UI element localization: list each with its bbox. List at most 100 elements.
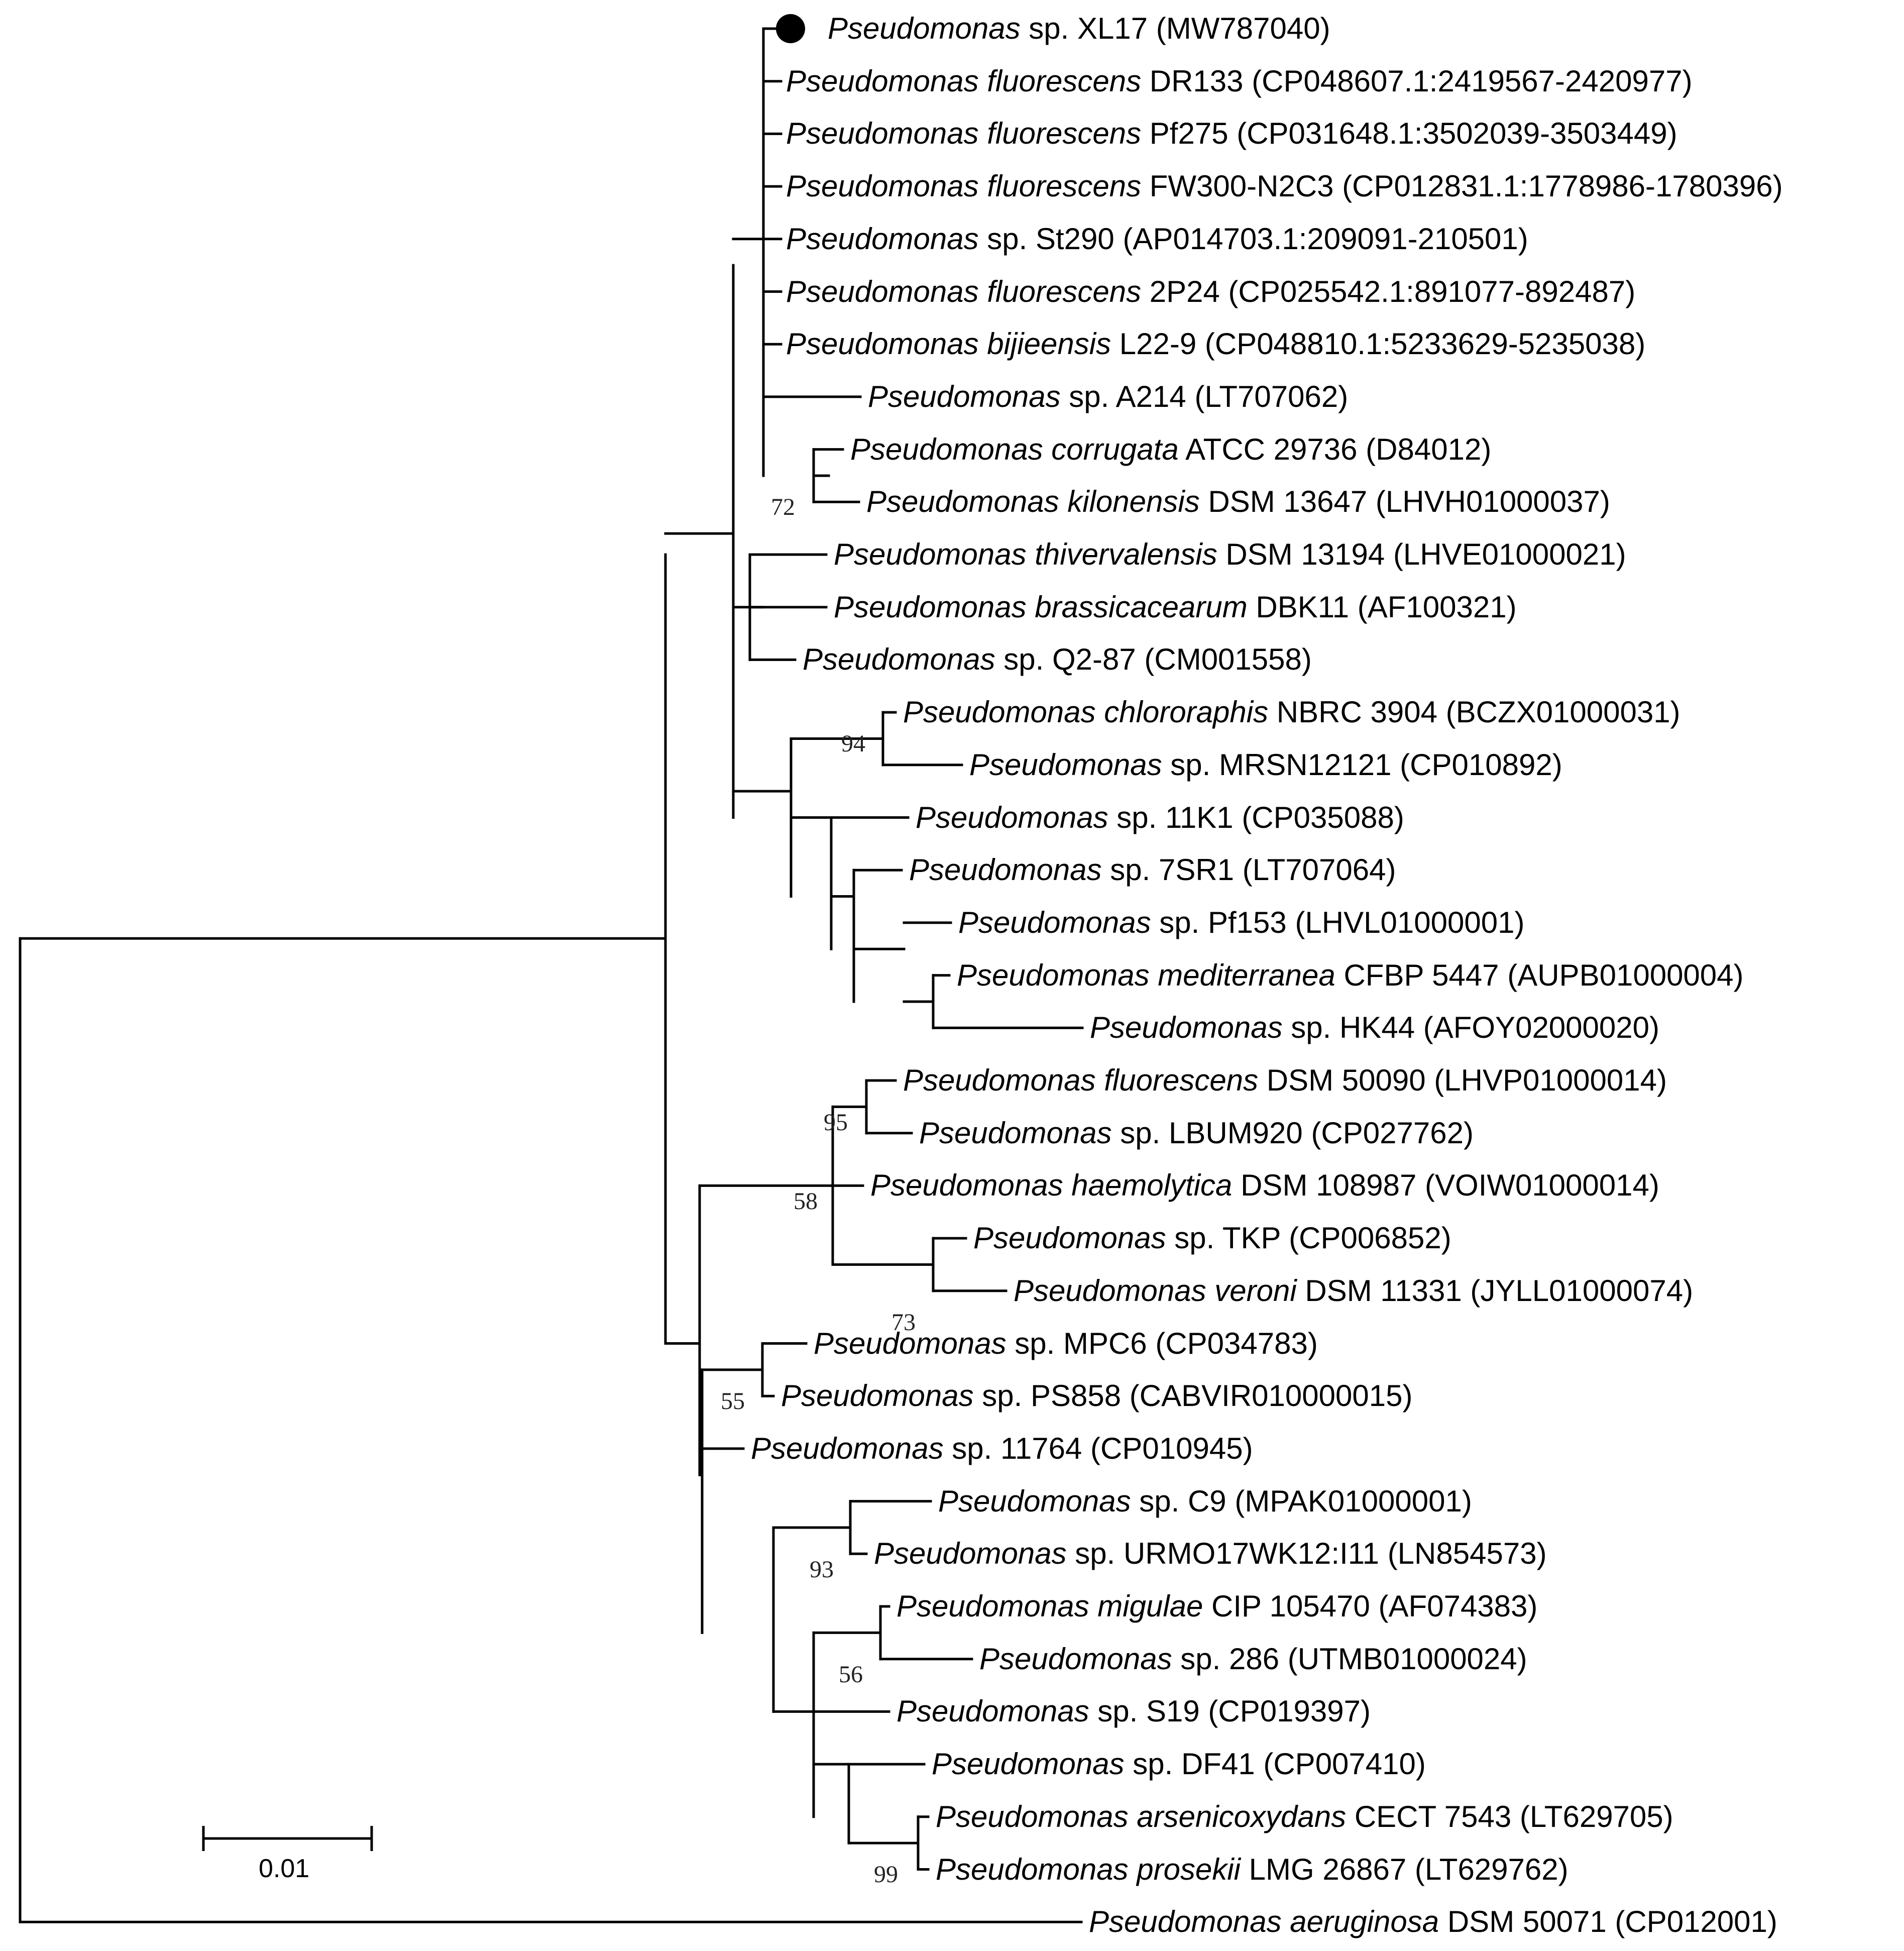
taxon-genus: Pseudomonas (897, 1694, 1089, 1728)
taxon-strain-accession: DSM 50071 (CP012001) (1439, 1905, 1777, 1939)
taxon-species: mediterranea (1158, 958, 1335, 992)
taxon-label-t13: Pseudomonas sp. Q2-87 (CM001558) (803, 642, 1312, 677)
taxon-genus: Pseudomonas (1089, 1905, 1282, 1939)
taxon-label-t11: Pseudomonas thivervalensis DSM 13194 (LH… (834, 537, 1626, 572)
taxon-genus: Pseudomonas (919, 1116, 1112, 1150)
taxon-species: bijieensis (987, 327, 1111, 361)
taxon-genus: Pseudomonas (897, 1589, 1089, 1623)
taxon-label-t7: Pseudomonas bijieensis L22-9 (CP048810.1… (786, 327, 1645, 362)
taxon-genus: Pseudomonas (916, 800, 1108, 834)
taxon-label-t33: Pseudomonas sp. S19 (CP019397) (897, 1694, 1371, 1729)
taxon-strain-accession: DSM 108987 (VOIW01000014) (1232, 1168, 1659, 1203)
taxon-label-t30: Pseudomonas sp. URMO17WK12:I11 (LN854573… (874, 1536, 1547, 1571)
taxon-strain-accession: sp. MPC6 (CP034783) (1006, 1326, 1318, 1360)
taxon-label-t9: Pseudomonas corrugata ATCC 29736 (D84012… (850, 432, 1491, 467)
taxon-genus: Pseudomonas (786, 327, 979, 361)
taxon-species: fluorescens (987, 117, 1142, 151)
scale-bar-label: 0.01 (259, 1854, 310, 1883)
taxon-genus: Pseudomonas (969, 747, 1162, 782)
taxon-strain-accession: 2P24 (CP025542.1:891077-892487) (1141, 274, 1636, 308)
taxon-label-t1: Pseudomonas sp. XL17 (MW787040) (828, 11, 1330, 46)
query-strain-marker-icon (776, 14, 805, 43)
taxon-strain-accession: L22-9 (CP048810.1:5233629-5235038) (1111, 327, 1646, 361)
taxon-strain-accession: DSM 13647 (LHVH01000037) (1199, 485, 1610, 519)
taxon-strain-accession: Pf275 (CP031648.1:3502039-3503449) (1141, 117, 1677, 151)
bootstrap-C9-URMO17WK12: 93 (810, 1556, 834, 1583)
taxon-species: aeruginosa (1290, 1905, 1439, 1939)
taxon-strain-accession: sp. 11K1 (CP035088) (1108, 800, 1404, 834)
bootstrap-corrugata-kilonensis: 72 (771, 493, 795, 520)
taxon-genus: Pseudomonas (850, 432, 1043, 466)
taxon-genus: Pseudomonas (786, 117, 979, 151)
taxon-species: brassicacearum (1035, 590, 1248, 624)
bootstrap-MPC6-PS858: 55 (721, 1387, 745, 1415)
taxon-species: prosekii (1137, 1852, 1241, 1886)
taxon-strain-accession: sp. TKP (CP006852) (1166, 1221, 1451, 1255)
taxon-strain-accession: DSM 11331 (JYLL01000074) (1296, 1273, 1694, 1308)
taxon-label-t32: Pseudomonas sp. 286 (UTMB01000024) (979, 1642, 1527, 1677)
taxon-genus: Pseudomonas (932, 1747, 1125, 1781)
taxon-strain-accession: sp. 286 (UTMB01000024) (1172, 1642, 1527, 1676)
taxon-strain-accession: sp. A214 (LT707062) (1060, 379, 1349, 413)
taxon-species: veroni (1214, 1273, 1297, 1308)
taxon-genus: Pseudomonas (786, 64, 979, 98)
taxon-strain-accession: DSM 50090 (LHVP01000014) (1258, 1063, 1667, 1097)
taxon-species: fluorescens (987, 64, 1142, 98)
taxon-label-t12: Pseudomonas brassicacearum DBK11 (AF1003… (834, 590, 1517, 625)
taxon-strain-accession: sp. URMO17WK12:I11 (LN854573) (1066, 1537, 1547, 1571)
taxon-genus: Pseudomonas (786, 222, 979, 256)
taxon-label-t34: Pseudomonas sp. DF41 (CP007410) (932, 1747, 1426, 1782)
taxon-strain-accession: sp. Q2-87 (CM001558) (995, 642, 1312, 677)
taxon-label-t16: Pseudomonas sp. 11K1 (CP035088) (916, 800, 1404, 835)
taxon-species: arsenicoxydans (1137, 1799, 1347, 1833)
taxon-strain-accession: sp. XL17 (MW787040) (1020, 12, 1330, 45)
taxon-label-t4: Pseudomonas fluorescens FW300-N2C3 (CP01… (786, 169, 1783, 204)
taxon-genus: Pseudomonas (870, 1168, 1063, 1203)
taxon-genus: Pseudomonas (957, 958, 1150, 992)
taxon-genus: Pseudomonas (751, 1431, 944, 1465)
taxon-label-t28: Pseudomonas sp. 11764 (CP010945) (751, 1431, 1253, 1466)
taxon-strain-accession: DBK11 (AF100321) (1247, 590, 1517, 624)
taxon-strain-accession: sp. S19 (CP019397) (1089, 1694, 1371, 1728)
taxon-genus: Pseudomonas (973, 1221, 1166, 1255)
taxon-genus: Pseudomonas (781, 1379, 974, 1413)
taxon-label-t25: Pseudomonas veroni DSM 11331 (JYLL010000… (1014, 1273, 1693, 1309)
taxon-label-t36: Pseudomonas prosekii LMG 26867 (LT629762… (936, 1852, 1569, 1887)
taxon-species: fluorescens (987, 274, 1142, 308)
taxon-label-t24: Pseudomonas sp. TKP (CP006852) (973, 1221, 1451, 1256)
taxon-label-t35: Pseudomonas arsenicoxydans CECT 7543 (LT… (936, 1799, 1673, 1834)
taxon-species: migulae (1097, 1589, 1203, 1623)
taxon-label-t8: Pseudomonas sp. A214 (LT707062) (868, 379, 1348, 414)
taxon-strain-accession: sp. PS858 (CABVIR010000015) (973, 1379, 1413, 1413)
taxon-species: thivervalensis (1035, 537, 1217, 571)
taxon-genus: Pseudomonas (834, 590, 1027, 624)
taxon-species: chlororaphis (1104, 695, 1269, 729)
taxon-label-t14: Pseudomonas chlororaphis NBRC 3904 (BCZX… (903, 695, 1681, 730)
taxon-genus: Pseudomonas (979, 1642, 1172, 1676)
taxon-label-t17: Pseudomonas sp. 7SR1 (LT707064) (909, 852, 1396, 888)
taxon-genus: Pseudomonas (866, 485, 1059, 519)
taxon-label-t19: Pseudomonas mediterranea CFBP 5447 (AUPB… (957, 958, 1744, 993)
taxon-species: corrugata (1051, 432, 1179, 466)
taxon-strain-accession: ATCC 29736 (D84012) (1178, 432, 1492, 466)
taxon-genus: Pseudomonas (903, 695, 1096, 729)
taxon-genus: Pseudomonas (828, 12, 1021, 45)
taxon-label-t6: Pseudomonas fluorescens 2P24 (CP025542.1… (786, 274, 1635, 309)
taxon-strain-accession: sp. St290 (AP014703.1:209091-210501) (978, 222, 1528, 256)
taxon-label-t15: Pseudomonas sp. MRSN12121 (CP010892) (969, 747, 1562, 783)
taxon-genus: Pseudomonas (936, 1852, 1129, 1886)
taxon-genus: Pseudomonas (786, 274, 979, 308)
taxon-genus: Pseudomonas (938, 1484, 1131, 1518)
taxon-label-t10: Pseudomonas kilonensis DSM 13647 (LHVH01… (866, 484, 1610, 519)
taxon-strain-accession: sp. C9 (MPAK01000001) (1131, 1484, 1472, 1518)
taxon-label-t21: Pseudomonas fluorescens DSM 50090 (LHVP0… (903, 1063, 1667, 1098)
taxon-genus: Pseudomonas (834, 537, 1027, 571)
taxon-label-t23: Pseudomonas haemolytica DSM 108987 (VOIW… (870, 1168, 1659, 1203)
taxon-label-t26: Pseudomonas sp. MPC6 (CP034783) (814, 1326, 1318, 1361)
taxon-genus: Pseudomonas (874, 1537, 1067, 1571)
taxon-label-t5: Pseudomonas sp. St290 (AP014703.1:209091… (786, 222, 1528, 257)
bootstrap-fluorescens-veroni-group: 58 (794, 1187, 818, 1215)
bootstrap-chlororaphis-MRSN12121: 94 (841, 730, 865, 757)
taxon-label-t3: Pseudomonas fluorescens Pf275 (CP031648.… (786, 116, 1677, 151)
